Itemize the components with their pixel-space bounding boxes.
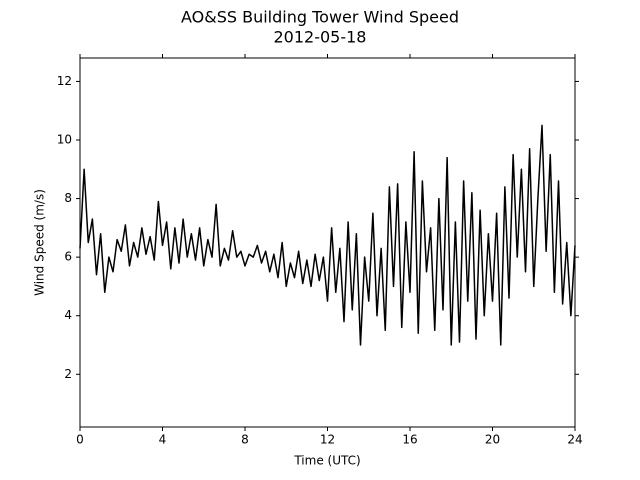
y-tick-label: 10 [57,133,72,147]
x-tick-label: 4 [159,433,167,447]
x-tick-label: 16 [402,433,417,447]
y-tick-label: 4 [64,308,72,322]
y-tick-label: 8 [64,191,72,205]
chart-title: AO&SS Building Tower Wind Speed [181,8,459,27]
y-axis-label: Wind Speed (m/s) [33,189,47,296]
x-tick-label: 12 [320,433,335,447]
x-tick-label: 8 [241,433,249,447]
chart-subtitle: 2012-05-18 [274,28,367,47]
y-tick-label: 6 [64,250,72,264]
x-tick-label: 24 [567,433,582,447]
line [79,124,576,346]
y-tick-label: 2 [64,367,72,381]
x-tick-label: 0 [76,433,84,447]
x-tick-label: 20 [485,433,500,447]
y-tick-label: 12 [57,74,72,88]
plot-frame [79,57,576,428]
x-axis-label: Time (UTC) [293,454,360,468]
